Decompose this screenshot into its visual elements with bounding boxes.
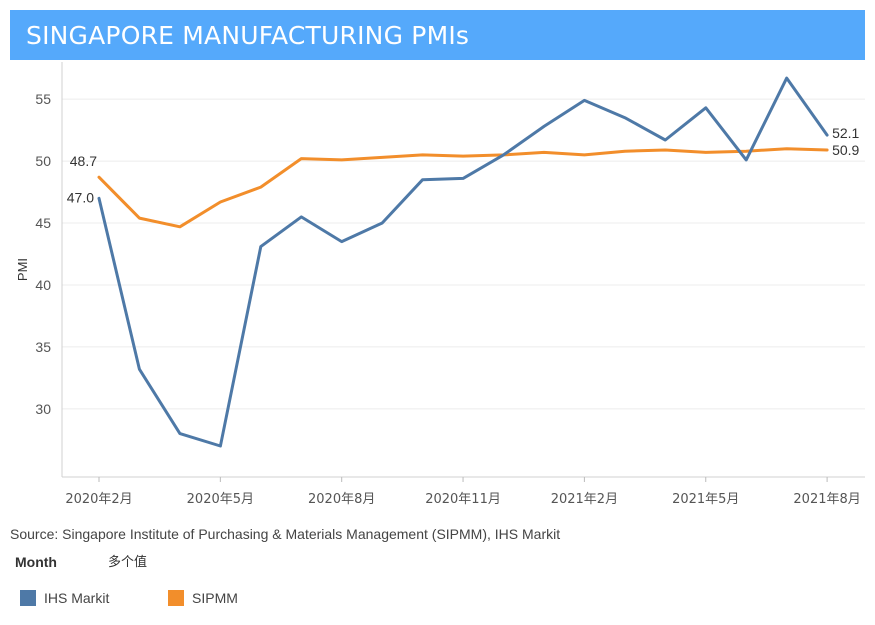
y-axis-title: PMI [15, 258, 30, 281]
data-point-ihs-markit [219, 445, 222, 448]
data-point-ihs-markit [583, 99, 586, 102]
data-point-sipmm [300, 157, 303, 160]
x-tick-label: 2021年8月 [793, 492, 860, 507]
data-point-ihs-markit [138, 368, 141, 371]
data-point-sipmm [98, 176, 101, 179]
data-point-sipmm [542, 151, 545, 154]
legend-swatch-sipmm [168, 590, 184, 606]
data-point-ihs-markit [421, 178, 424, 181]
data-point-ihs-markit [826, 134, 829, 137]
data-point-sipmm [462, 155, 465, 158]
title-bar: SINGAPORE MANUFACTURING PMIs [10, 10, 865, 60]
legend-item-ihs-markit[interactable]: IHS Markit [20, 589, 109, 607]
data-point-sipmm [664, 148, 667, 151]
data-point-ihs-markit [178, 432, 181, 435]
x-tick-label: 2020年11月 [425, 492, 501, 507]
series-line-sipmm [97, 147, 829, 229]
source-note: Source: Singapore Institute of Purchasin… [10, 526, 561, 542]
data-point-ihs-markit [381, 222, 384, 225]
data-point-sipmm [178, 225, 181, 228]
legend-swatch-ihs-markit [20, 590, 36, 606]
data-point-ihs-markit [664, 139, 667, 142]
y-tick-label: 35 [35, 339, 51, 355]
data-point-ihs-markit [542, 125, 545, 128]
data-point-sipmm [583, 153, 586, 156]
x-tick-label: 2021年2月 [551, 492, 618, 507]
data-point-sipmm [785, 147, 788, 150]
x-tick-label: 2021年5月 [672, 492, 739, 507]
data-point-sipmm [745, 150, 748, 153]
data-point-sipmm [219, 200, 222, 203]
data-point-sipmm [340, 158, 343, 161]
data-point-sipmm [381, 156, 384, 159]
data-point-ihs-markit [623, 116, 626, 119]
data-point-ihs-markit [300, 215, 303, 218]
data-point-sipmm [704, 151, 707, 154]
y-tick-label: 30 [35, 401, 51, 417]
y-tick-label: 50 [35, 153, 51, 169]
data-point-ihs-markit [259, 245, 262, 248]
y-tick-label: 55 [35, 91, 51, 107]
data-point-ihs-markit [98, 197, 101, 200]
y-tick-label: 40 [35, 277, 51, 293]
data-point-sipmm [421, 153, 424, 156]
data-point-ihs-markit [704, 106, 707, 109]
month-filter-value[interactable]: 多个值 [108, 554, 148, 569]
x-tick-label: 2020年5月 [187, 492, 254, 507]
legend-label-sipmm: SIPMM [192, 590, 238, 606]
pmi-line-chart: 30 35 40 45 50 55 2020年2月 2020年5月 2020年8月 2020年11… [15, 62, 865, 507]
series-line-ihs-markit [97, 76, 829, 448]
data-point-sipmm [259, 186, 262, 189]
x-tick-label: 2020年2月 [65, 492, 132, 507]
data-point-ihs-markit [462, 177, 465, 180]
data-point-sipmm [138, 217, 141, 220]
data-point-sipmm [623, 150, 626, 153]
y-tick-label: 45 [35, 215, 51, 231]
data-point-ihs-markit [340, 240, 343, 243]
month-filter-label: Month [15, 554, 57, 570]
legend-item-sipmm[interactable]: SIPMM [168, 589, 238, 607]
data-label-ihs-markit-start: 47.0 [67, 189, 94, 205]
data-label-ihs-markit-end: 52.1 [832, 125, 859, 141]
data-label-sipmm-start: 48.7 [70, 153, 97, 169]
data-point-sipmm [826, 148, 829, 151]
data-point-ihs-markit [785, 77, 788, 80]
chart-title: SINGAPORE MANUFACTURING PMIs [26, 21, 470, 50]
data-label-sipmm-end: 50.9 [832, 142, 859, 158]
data-point-ihs-markit [745, 158, 748, 161]
x-tick-label: 2020年8月 [308, 492, 375, 507]
legend-label-ihs-markit: IHS Markit [44, 590, 110, 606]
data-point-ihs-markit [502, 153, 505, 156]
